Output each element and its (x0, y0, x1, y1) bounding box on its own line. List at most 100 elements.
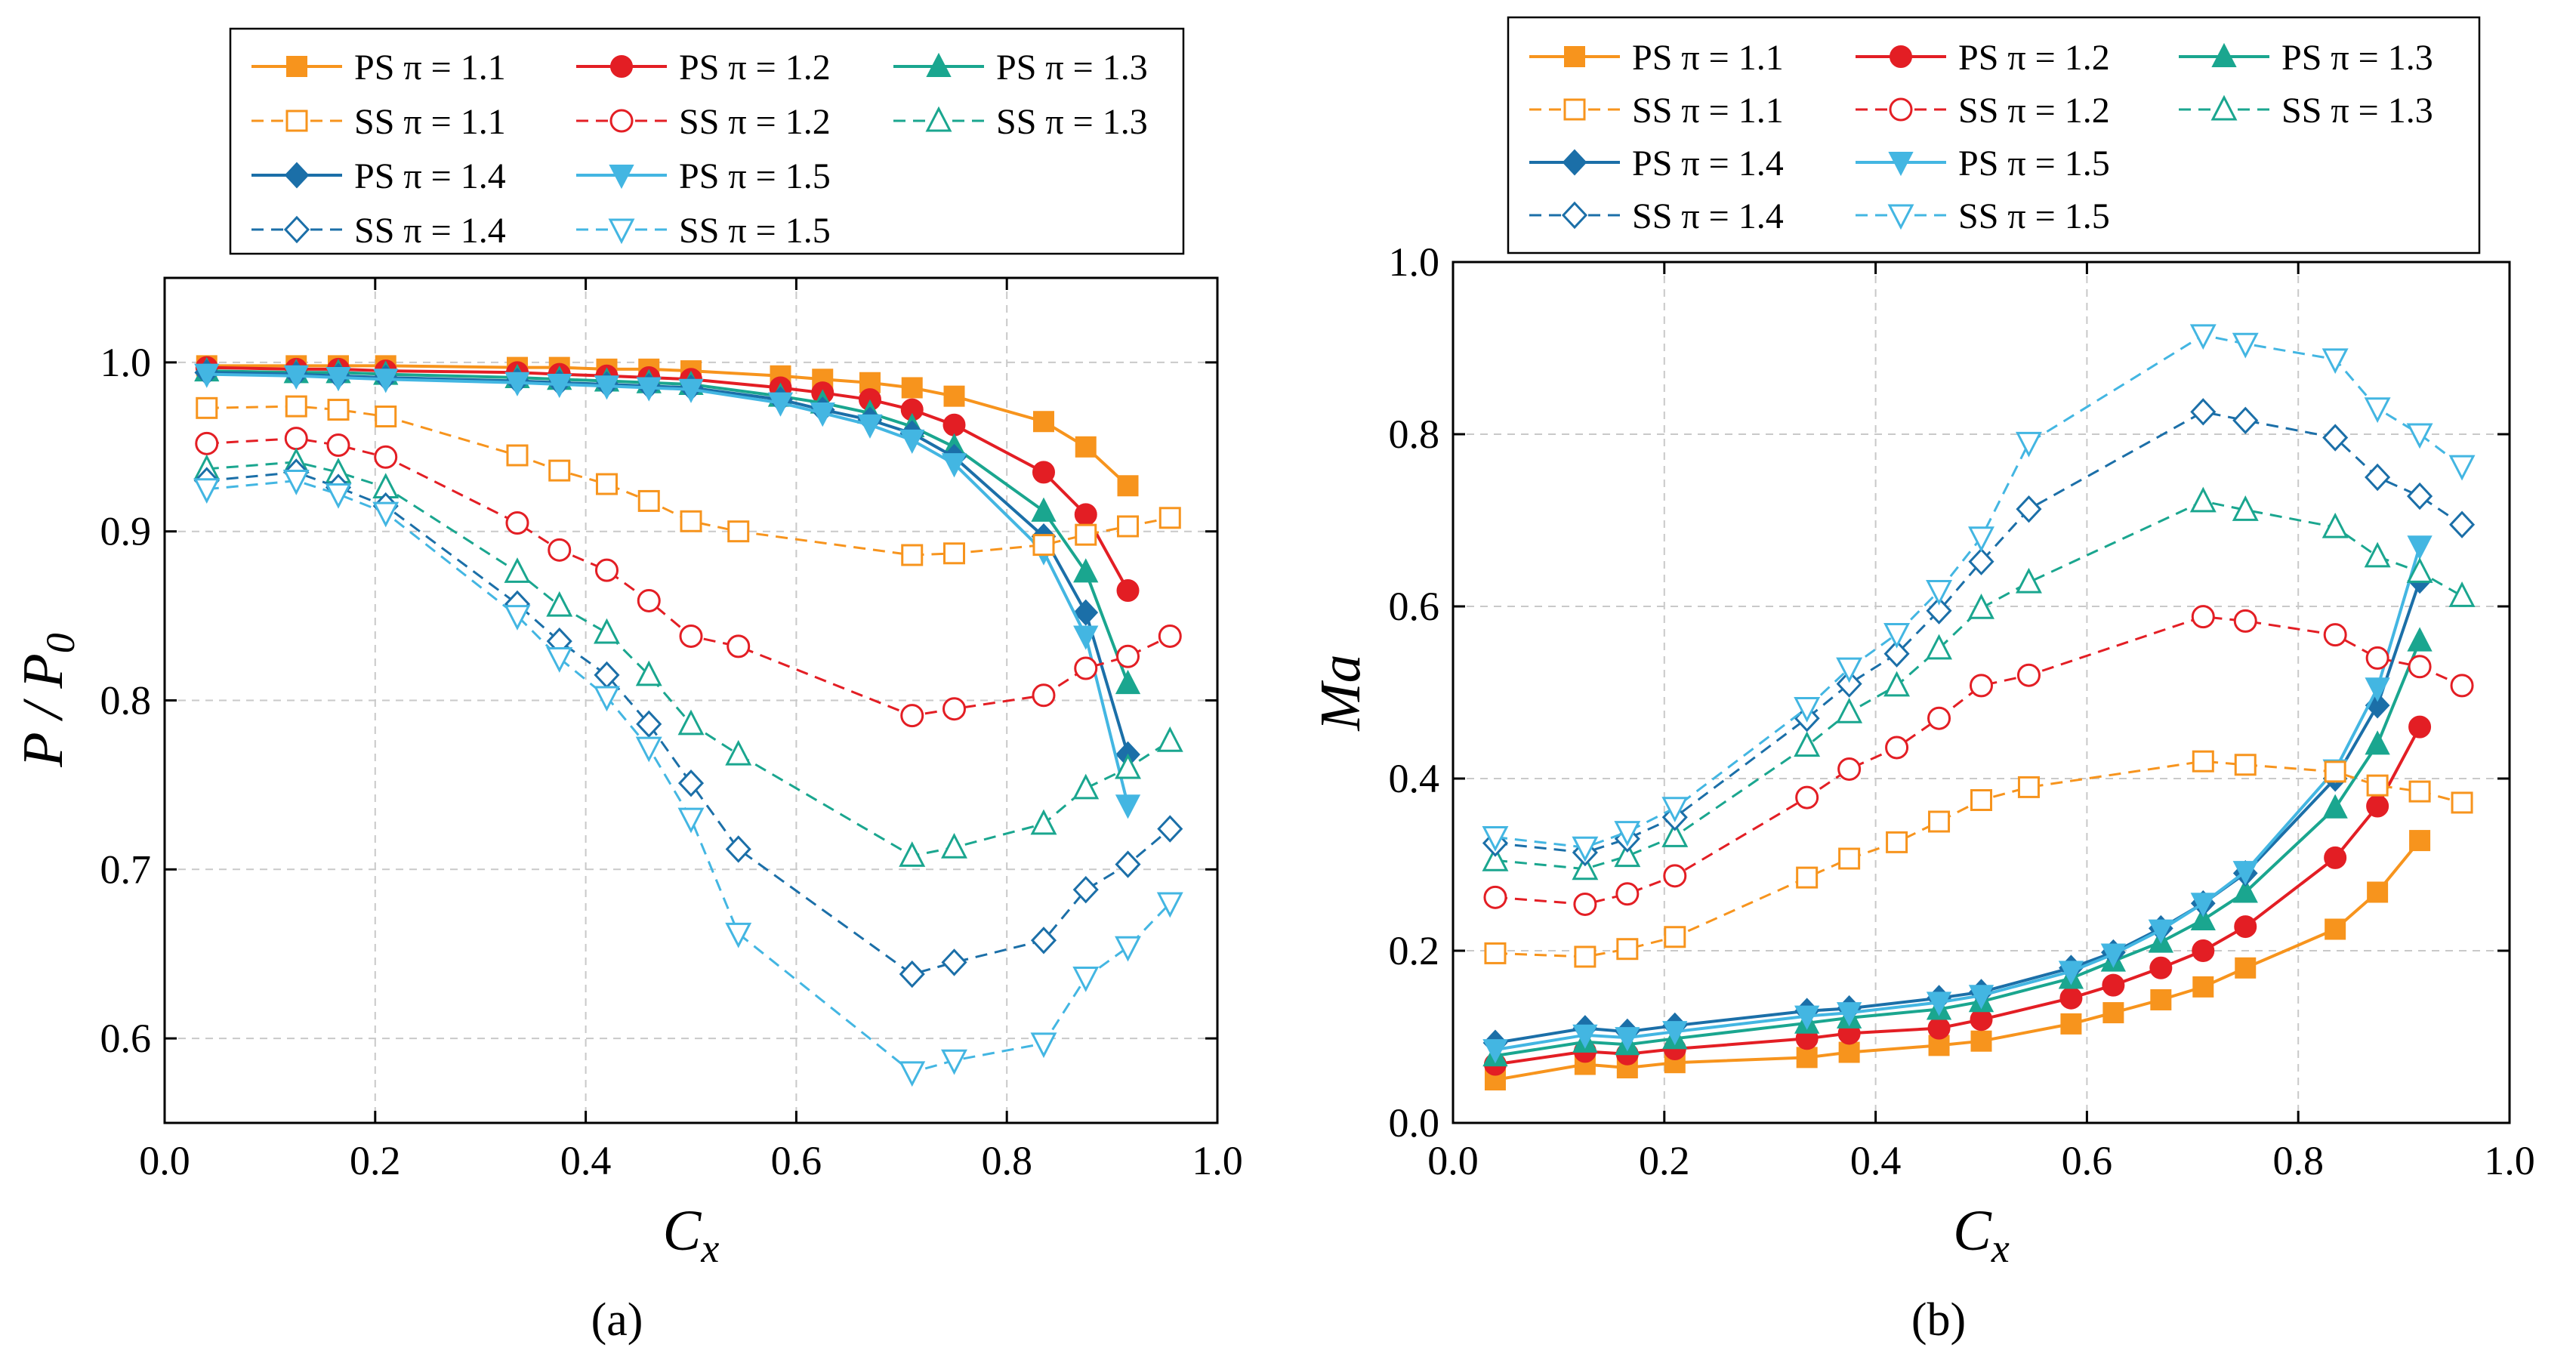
y-tick-label: 0.6 (1389, 584, 1440, 629)
legend-marker (283, 215, 310, 244)
data-point (1482, 1039, 1508, 1064)
data-point (1484, 942, 1507, 964)
legend-label: PS π = 1.2 (1958, 38, 2110, 78)
data-point (2192, 939, 2215, 962)
data-point (899, 841, 926, 867)
legend-entry: PS π = 1.1 (1529, 38, 1784, 78)
data-point (2450, 674, 2474, 698)
legend-entry: SS π = 1.3 (2179, 91, 2433, 131)
y-tick-label: 0.7 (100, 847, 152, 892)
data-point (2100, 943, 2127, 968)
data-point (372, 501, 400, 528)
data-point (1115, 850, 1141, 878)
data-point (1883, 622, 1911, 649)
series-ss-pi-1-5 (193, 470, 1183, 1087)
legend-marker (609, 109, 634, 133)
series-line (206, 480, 1171, 1074)
data-point (677, 769, 705, 797)
data-point (1836, 657, 1863, 683)
legend-marker (1563, 98, 1586, 121)
data-point (1794, 1005, 1820, 1030)
data-point (282, 470, 310, 495)
x-tick-label: 0.6 (2062, 1138, 2113, 1183)
series-line (206, 470, 1171, 976)
x-axis-title-sub: x (1991, 1226, 2010, 1271)
data-point (727, 634, 751, 658)
legend-label: PS π = 1.5 (679, 156, 831, 196)
data-point (941, 832, 967, 859)
data-point (2189, 486, 2217, 513)
x-axis-title-main: C (663, 1199, 702, 1263)
data-point (1614, 841, 1641, 868)
legend-entry: SS π = 1.2 (1856, 91, 2110, 131)
data-point (1117, 515, 1140, 538)
data-point (2324, 846, 2347, 869)
data-point (2408, 780, 2431, 803)
data-point (2407, 482, 2433, 510)
data-point (1616, 938, 1639, 961)
legend-label: PS π = 1.5 (1958, 143, 2110, 184)
data-point (635, 736, 662, 763)
legend-entry: SS π = 1.5 (1856, 196, 2110, 236)
data-point (2408, 655, 2432, 679)
y-tick-label: 0.4 (1389, 756, 1440, 801)
data-point (2233, 609, 2257, 633)
data-point (941, 1049, 967, 1075)
data-point (1664, 926, 1686, 948)
y-axis-title-main: P / P (11, 653, 75, 768)
data-point (2015, 567, 2042, 594)
data-point (1926, 992, 1952, 1016)
y-axis-title: Ma (1309, 654, 1372, 731)
series-line (1495, 760, 2463, 958)
legend-label: SS π = 1.3 (2281, 91, 2433, 131)
data-point (2366, 774, 2389, 797)
data-point (2190, 893, 2216, 918)
legend-marker (1887, 204, 1914, 230)
legend-label: PS π = 1.1 (1632, 38, 1784, 78)
data-point (1074, 656, 1098, 680)
data-point (1837, 757, 1862, 781)
legend-entry: PS π = 1.3 (893, 48, 1148, 88)
legend-marker (284, 162, 310, 189)
data-point (2451, 791, 2473, 814)
data-point (1482, 846, 1509, 871)
data-point (1883, 640, 1910, 668)
legend-entry: SS π = 1.5 (576, 211, 831, 251)
series-ps-pi-1-5 (1482, 535, 2433, 1064)
legend-entry: SS π = 1.1 (251, 102, 506, 142)
data-point (2448, 581, 2476, 607)
plot-frame (1452, 261, 2511, 1124)
x-tick-label: 0.2 (350, 1138, 401, 1183)
data-point (1074, 503, 1097, 526)
legend-label: SS π = 1.2 (1958, 91, 2110, 131)
data-point (1115, 669, 1141, 695)
data-point (1614, 821, 1641, 847)
data-point (2232, 406, 2259, 434)
series-line (206, 437, 1171, 717)
legend-marker (1890, 45, 1912, 68)
x-tick-label: 1.0 (2484, 1138, 2535, 1183)
series-line (1495, 615, 2463, 905)
panel-label-b: (b) (1911, 1294, 1966, 1346)
data-point (677, 807, 705, 834)
data-point (1073, 558, 1099, 583)
data-point (1885, 736, 1909, 760)
data-point (2408, 715, 2432, 739)
data-point (1117, 475, 1139, 497)
legend-label: SS π = 1.3 (996, 102, 1148, 142)
data-point (1663, 864, 1687, 888)
data-point (1838, 847, 1861, 870)
data-point (2148, 919, 2173, 944)
legend-entry: SS π = 1.4 (1529, 196, 1784, 236)
data-point (2192, 976, 2214, 998)
legend: PS π = 1.1 PS π = 1.2 PS π = 1.3 SS π = 1.1… (229, 27, 1185, 255)
legend-label: SS π = 1.1 (1632, 91, 1784, 131)
data-point (1886, 831, 1908, 853)
data-point (2322, 794, 2348, 819)
data-point (2190, 905, 2216, 930)
data-point (595, 473, 618, 495)
data-point (1883, 671, 1911, 697)
data-point (1157, 815, 1183, 843)
legend-label: PS π = 1.4 (354, 156, 506, 196)
data-point (325, 367, 351, 392)
